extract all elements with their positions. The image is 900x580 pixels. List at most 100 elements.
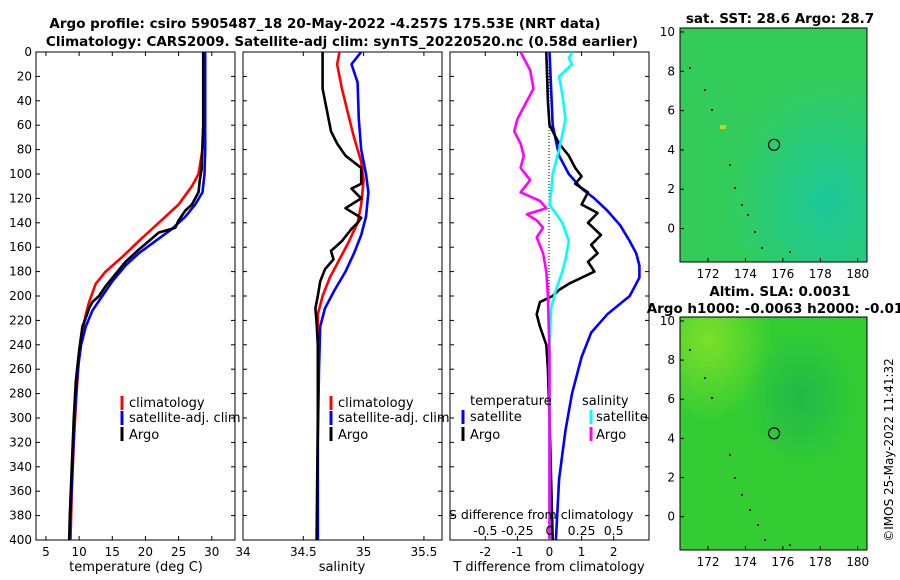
map-y-tick-label: 4 xyxy=(667,143,675,157)
x-tick-label: 30 xyxy=(204,545,219,559)
x-tick-label: 2 xyxy=(610,545,618,559)
difference-x-ticks: -2 -1 0 1 2 xyxy=(479,52,618,559)
series-line-s-satellite xyxy=(548,52,574,540)
map-x-tick-label: 180 xyxy=(846,555,869,569)
y-tick-label: 300 xyxy=(9,411,32,425)
legend-label-climatology: climatology xyxy=(129,396,205,411)
legend-label-argo: Argo xyxy=(338,428,368,443)
sst-map-frame xyxy=(679,27,868,263)
map-x-tick-label: 176 xyxy=(771,555,794,569)
sst-map-coastline xyxy=(689,67,791,253)
map-y-tick-label: 6 xyxy=(667,104,675,118)
s-tick-label: 0 xyxy=(546,523,554,538)
y-tick-label: 200 xyxy=(9,289,32,303)
y-tick-label: 220 xyxy=(9,313,32,327)
imos-credit: ©IMOS 25-May-2022 11:41:32 xyxy=(882,358,896,542)
map-y-tick-label: 2 xyxy=(667,182,675,196)
s-tick-label: -0.25 xyxy=(501,523,533,538)
sst-map-y-ticks: 0 2 4 6 8 10 xyxy=(660,25,684,236)
y-tick-label: 60 xyxy=(17,118,32,132)
y-tick-label: 240 xyxy=(9,338,32,352)
s-tick-label: -0.5 xyxy=(473,523,497,538)
map-x-tick-label: 178 xyxy=(809,555,832,569)
legend-label-climatology: climatology xyxy=(338,396,414,411)
y-tick-label: 20 xyxy=(17,69,32,83)
figure-title-line2: Climatology: CARS2009. Satellite-adj cli… xyxy=(46,34,638,50)
temperature-legend: climatology satellite-adj. clim Argo xyxy=(120,396,241,443)
y-tick-label: 380 xyxy=(9,509,32,523)
sla-map-panel: Altim. SLA: 0.0031 Argo h1000: -0.0063 h… xyxy=(647,284,900,569)
salinity-axes-frame xyxy=(242,51,443,541)
difference-lines xyxy=(512,52,641,540)
series-line-argo xyxy=(314,52,363,540)
y-tick-label: 400 xyxy=(9,533,32,547)
sla-map-coastline xyxy=(689,349,791,546)
sst-map-anomaly-cell xyxy=(720,125,726,129)
x-tick-label: 15 xyxy=(105,545,120,559)
map-y-tick-label: 4 xyxy=(667,431,675,445)
sst-map-x-ticks: 172 174 176 178 180 xyxy=(697,258,869,281)
x-tick-label: -1 xyxy=(511,545,523,559)
sst-argo-position-marker xyxy=(767,138,781,151)
sla-map-title: Altim. SLA: 0.0031 xyxy=(709,284,850,300)
x-tick-label: 34.5 xyxy=(290,545,317,559)
x-tick-label: 35 xyxy=(356,545,371,559)
s-difference-label: S difference from climatology xyxy=(449,507,634,522)
series-line-satellite-adj-clim xyxy=(316,52,370,540)
legend-label-argo: Argo xyxy=(129,428,159,443)
difference-y-ticks xyxy=(450,51,649,541)
y-tick-label: 320 xyxy=(9,435,32,449)
x-tick-label: 34 xyxy=(235,545,250,559)
y-tick-label: 80 xyxy=(17,143,32,157)
map-y-tick-label: 10 xyxy=(660,25,675,39)
difference-panel: -2 -1 0 1 2 temperature salinity satellite A… xyxy=(449,51,650,575)
salinity-y-ticks xyxy=(243,51,442,541)
map-x-tick-label: 180 xyxy=(846,267,869,281)
y-tick-label: 280 xyxy=(9,387,32,401)
x-tick-label: -2 xyxy=(479,545,491,559)
x-tick-label: 25 xyxy=(171,545,186,559)
x-tick-label: 1 xyxy=(578,545,586,559)
x-tick-label: 0 xyxy=(546,545,554,559)
salinity-xlabel: salinity xyxy=(319,560,366,575)
map-x-tick-label: 172 xyxy=(697,555,720,569)
x-tick-label: 5 xyxy=(42,545,50,559)
map-x-tick-label: 178 xyxy=(809,267,832,281)
sla-map-low-region xyxy=(680,317,867,550)
sla-map-subtitle: Argo h1000: -0.0063 h2000: -0.01 xyxy=(647,301,900,317)
salinity-panel: 34 34.5 35 35.5 salinity climatology satell… xyxy=(235,51,450,575)
legend-label-satellite: satellite-adj. clim xyxy=(338,411,450,426)
t-difference-xlabel: T difference from climatology xyxy=(452,560,645,575)
series-line-s-argo xyxy=(512,52,551,540)
s-tick-label: 0.5 xyxy=(604,523,624,538)
legend-label-t-argo: Argo xyxy=(470,428,500,443)
y-tick-label: 340 xyxy=(9,460,32,474)
temperature-lines xyxy=(67,52,207,540)
y-tick-label: 120 xyxy=(9,191,32,205)
legend-label-s-satellite: satellite xyxy=(596,410,648,425)
salinity-lines xyxy=(314,52,370,540)
legend-label-t-satellite: satellite xyxy=(470,410,522,425)
series-line-argo xyxy=(67,52,205,540)
map-x-tick-label: 172 xyxy=(697,267,720,281)
legend-title-salinity: salinity xyxy=(582,394,629,409)
legend-title-temperature: temperature xyxy=(470,394,552,409)
y-tick-label: 100 xyxy=(9,167,32,181)
figure-title-line1: Argo profile: csiro 5905487_18 20-May-20… xyxy=(49,16,600,32)
difference-legend: temperature salinity satellite Argo sate… xyxy=(461,394,648,443)
y-tick-label: 260 xyxy=(9,362,32,376)
map-y-tick-label: 2 xyxy=(667,471,675,485)
map-y-tick-label: 10 xyxy=(660,314,675,328)
map-x-tick-label: 176 xyxy=(771,267,794,281)
y-tick-label: 0 xyxy=(24,45,32,59)
legend-label-satellite: satellite-adj. clim xyxy=(129,411,241,426)
map-x-tick-label: 174 xyxy=(734,555,757,569)
map-x-tick-label: 174 xyxy=(734,267,757,281)
x-tick-label: 10 xyxy=(71,545,86,559)
map-y-tick-label: 8 xyxy=(667,64,675,78)
map-y-tick-label: 6 xyxy=(667,392,675,406)
legend-label-s-argo: Argo xyxy=(596,428,626,443)
map-y-tick-label: 0 xyxy=(667,222,675,236)
sla-map-y-ticks: 0 2 4 6 8 10 xyxy=(660,314,684,524)
